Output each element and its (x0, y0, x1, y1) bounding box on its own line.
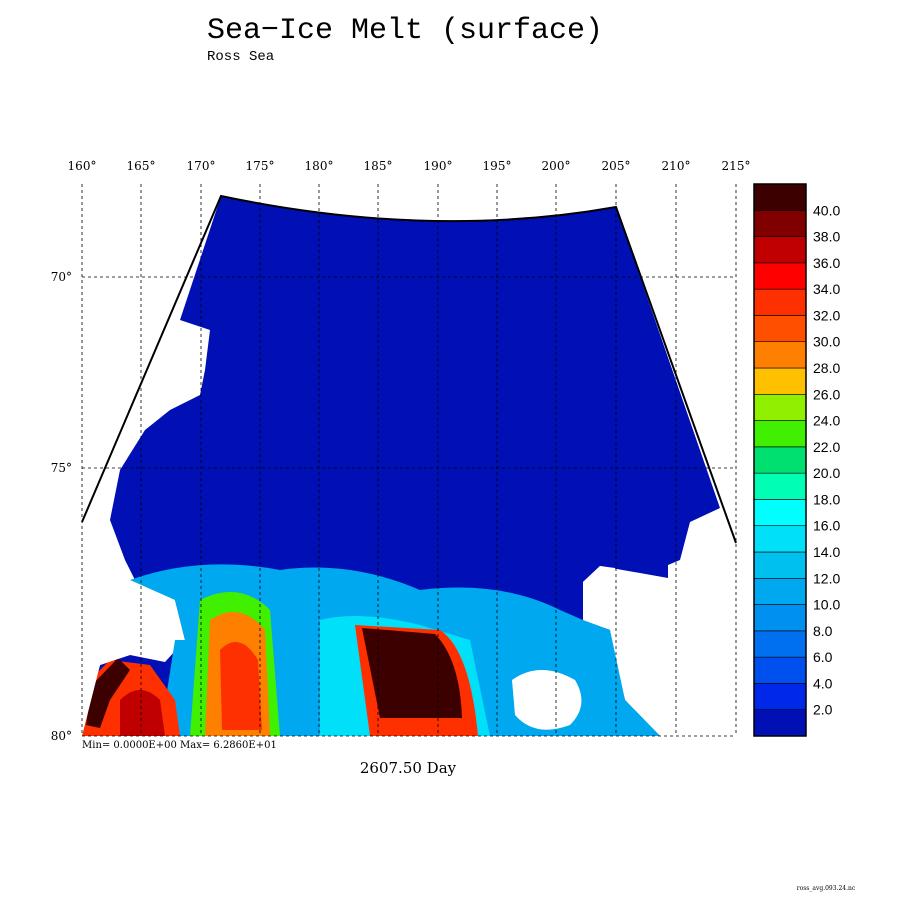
colorbar-band (753, 341, 807, 369)
colorbar-label: 30.0 (813, 334, 840, 350)
colorbar-label: 16.0 (813, 518, 840, 534)
colorbar-band (753, 367, 807, 395)
footer: ross_avg.093.24.nc (797, 885, 856, 892)
longitude-label: 205° (602, 159, 631, 173)
latitude-label: 80° (51, 729, 72, 743)
map-field (82, 196, 720, 736)
colorbar-band (753, 709, 807, 737)
colorbar-band (753, 236, 807, 264)
colorbar-band (753, 499, 807, 527)
longitude-labels: 160° 165° 170° 175° 180° 185° 190° 195° 200° 205°… (68, 159, 751, 173)
colorbar-band (753, 472, 807, 500)
colorbar-label: 28.0 (813, 360, 840, 376)
colorbar-label: 40.0 (813, 202, 840, 218)
colorbar-label: 18.0 (813, 491, 840, 507)
colorbar-band (753, 630, 807, 658)
colorbar-label: 22.0 (813, 439, 840, 455)
colorbar-band (753, 683, 807, 711)
colorbar-label: 26.0 (813, 386, 840, 402)
colorbar-frame (753, 183, 807, 737)
field-max (362, 628, 462, 718)
colorbar-label: 14.0 (813, 544, 840, 560)
colorbar: 2.0 4.0 6.0 8.0 10.0 12.0 14.0 16.0 18.0 20.0 22.0… (753, 183, 840, 737)
colorbar-label: 34.0 (813, 281, 840, 297)
field-red (220, 642, 262, 730)
longitude-label: 200° (542, 159, 571, 173)
colorbar-label: 20.0 (813, 465, 840, 481)
colorbar-band (753, 551, 807, 579)
longitude-label: 185° (364, 159, 393, 173)
colorbar-band (753, 577, 807, 605)
colorbar-label: 24.0 (813, 413, 840, 429)
colorbar-label: 36.0 (813, 255, 840, 271)
colorbar-band (753, 604, 807, 632)
title: Sea−Ice Melt (surface) (207, 14, 603, 48)
colorbar-label: 12.0 (813, 570, 840, 586)
longitude-label: 175° (246, 159, 275, 173)
longitude-label: 165° (127, 159, 156, 173)
field-dark-red (120, 690, 165, 736)
longitude-label: 170° (187, 159, 216, 173)
longitude-label: 210° (662, 159, 691, 173)
subtitle: Ross Sea (207, 49, 274, 65)
latitude-label: 75° (51, 461, 72, 475)
colorbar-label: 10.0 (813, 597, 840, 613)
colorbar-band (753, 262, 807, 290)
land-patch (82, 655, 130, 736)
longitude-label: 215° (722, 159, 751, 173)
longitude-label: 160° (68, 159, 97, 173)
land-patch (583, 566, 620, 628)
latitude-labels: 70° 75° 80° (51, 270, 72, 743)
colorbar-label: 2.0 (813, 702, 833, 718)
longitude-label: 195° (483, 159, 512, 173)
field-max-2 (86, 658, 130, 728)
colorbar-band (753, 315, 807, 343)
colorbar-label: 8.0 (813, 623, 833, 639)
longitude-label: 180° (305, 159, 334, 173)
colorbar-band (753, 420, 807, 448)
colorbar-band (753, 288, 807, 316)
colorbar-band (753, 393, 807, 421)
colorbar-band (753, 656, 807, 684)
stats: Min= 0.0000E+00 Max= 6.2860E+01 (82, 740, 277, 751)
colorbar-band (753, 183, 807, 211)
colorbar-label: 32.0 (813, 307, 840, 323)
graticule (81, 184, 737, 737)
colorbar-label: 38.0 (813, 229, 840, 245)
time-label: 2607.50 Day (360, 759, 457, 777)
latitude-label: 70° (51, 270, 72, 284)
colorbar-label: 4.0 (813, 675, 833, 691)
colorbar-band (753, 525, 807, 553)
colorbar-label: 6.0 (813, 649, 833, 665)
colorbar-band (753, 446, 807, 474)
colorbar-band (753, 209, 807, 237)
land-patch (512, 670, 582, 730)
longitude-label: 190° (424, 159, 453, 173)
